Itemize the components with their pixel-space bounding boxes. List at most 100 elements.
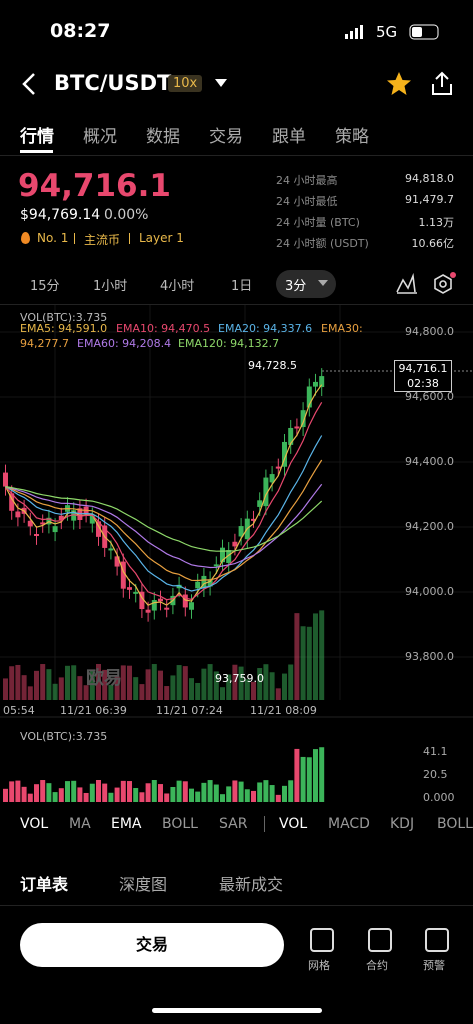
indicator[interactable]: EMA [111, 816, 142, 832]
vol-bar [15, 664, 21, 700]
indicator[interactable]: BOLL [437, 816, 473, 832]
action-label[interactable]: 预警 [423, 959, 445, 972]
candle [133, 591, 139, 594]
candle [89, 515, 95, 524]
tab[interactable]: 策略 [335, 127, 369, 147]
trade-button[interactable]: 交易 [20, 923, 284, 967]
share[interactable] [429, 70, 455, 98]
ema-line [5, 435, 323, 592]
tf-active-bg [276, 270, 336, 298]
countdown: 02:38 [407, 377, 439, 390]
vol-bar [15, 780, 21, 802]
vol-y-label: 20.5 [423, 768, 448, 781]
indicator[interactable]: KDJ [390, 816, 415, 832]
vol-bar [313, 749, 318, 802]
tab[interactable]: 概况 [83, 127, 117, 147]
tag: 主流币 [84, 233, 121, 247]
vol-bar [251, 681, 256, 700]
candle [9, 493, 15, 511]
vol-bar [120, 665, 126, 700]
vol-bar [195, 791, 201, 802]
timeframe[interactable]: 1小时 [93, 279, 128, 294]
indicator[interactable]: MACD [328, 816, 370, 832]
tag-sep [129, 233, 130, 244]
vol-bar [71, 780, 77, 802]
ema-label: EMA20: 94,337.6 [218, 322, 313, 335]
timeframe[interactable]: 1日 [231, 279, 253, 294]
favorite[interactable] [385, 70, 413, 98]
ema-line [5, 459, 323, 582]
vol-bar [77, 787, 83, 802]
vol-bar [275, 688, 281, 700]
candle [127, 587, 132, 590]
vol-bar [52, 683, 58, 700]
x-label: 11/21 08:09 [250, 704, 317, 717]
action-label[interactable]: 网格 [308, 959, 330, 972]
vol-bar [133, 788, 139, 802]
vol-bar [58, 788, 64, 802]
tab[interactable]: 行情 [20, 127, 54, 147]
vol-bar [65, 665, 70, 700]
action-icon[interactable] [368, 928, 392, 952]
ema-label: EMA5: 94,591.0 [20, 322, 108, 335]
tag: No. 1 [37, 231, 69, 245]
tab[interactable]: 数据 [146, 127, 180, 147]
bottom-tab[interactable]: 最新成交 [219, 875, 284, 894]
bottom-tab[interactable]: 深度图 [119, 875, 168, 894]
back-button[interactable] [20, 72, 40, 96]
network: 5G [376, 23, 398, 41]
candle [226, 550, 232, 563]
indicator[interactable]: VOL [279, 816, 308, 832]
stat-value: 1.13万 [418, 216, 455, 229]
timeframe[interactable]: 4小时 [160, 279, 195, 294]
vol-bar [294, 748, 300, 802]
stat-value: 10.66亿 [411, 237, 455, 250]
vol-bar [294, 613, 300, 700]
vol-bar [201, 782, 207, 802]
vol-bar [244, 789, 250, 802]
candle [213, 564, 219, 567]
vol-bar [151, 664, 157, 700]
dropdown[interactable] [214, 78, 228, 88]
action-icon[interactable] [310, 928, 334, 952]
tf-dropdown[interactable] [318, 280, 328, 288]
ema-line [5, 483, 323, 569]
vol-bar [170, 786, 176, 802]
action-icon[interactable] [425, 928, 449, 952]
vol-bar [151, 780, 157, 802]
vol-bar [213, 784, 219, 802]
vol-bar [257, 668, 263, 700]
indicator[interactable]: MA [69, 816, 91, 832]
vol-bar [226, 786, 232, 802]
bottom-tab[interactable]: 订单表 [20, 875, 69, 894]
chart-tools[interactable] [395, 272, 459, 296]
indicator[interactable]: SAR [219, 816, 248, 832]
vol-bar [83, 792, 89, 802]
vol-bar [176, 780, 182, 802]
candle [263, 477, 269, 507]
price-tag: 94,716.1 02:38 [394, 360, 452, 392]
action-label[interactable]: 合约 [366, 959, 388, 972]
indicator[interactable]: BOLL [162, 816, 198, 832]
vol-bar [232, 780, 238, 802]
indicator[interactable]: VOL [20, 816, 49, 832]
candle [120, 561, 126, 589]
stat-label: 24 小时最低 [276, 195, 338, 208]
vol-bar [102, 783, 108, 802]
timeframe[interactable]: 15分 [30, 279, 60, 294]
vol-bar [9, 666, 15, 700]
pair[interactable]: BTC/USDT [54, 71, 172, 95]
candle [319, 376, 325, 388]
timeframe[interactable]: 3分 [285, 279, 307, 294]
tab[interactable]: 跟单 [272, 127, 306, 147]
vol-bar [164, 686, 170, 700]
candle [269, 474, 275, 483]
vol-bar [207, 780, 213, 802]
y-label: 93,800.0 [405, 650, 454, 663]
vol-bar [238, 666, 244, 700]
candle [220, 547, 225, 563]
usd-price: $94,769.14 [20, 207, 101, 223]
tab[interactable]: 交易 [209, 127, 243, 147]
vol-bar [182, 666, 188, 700]
